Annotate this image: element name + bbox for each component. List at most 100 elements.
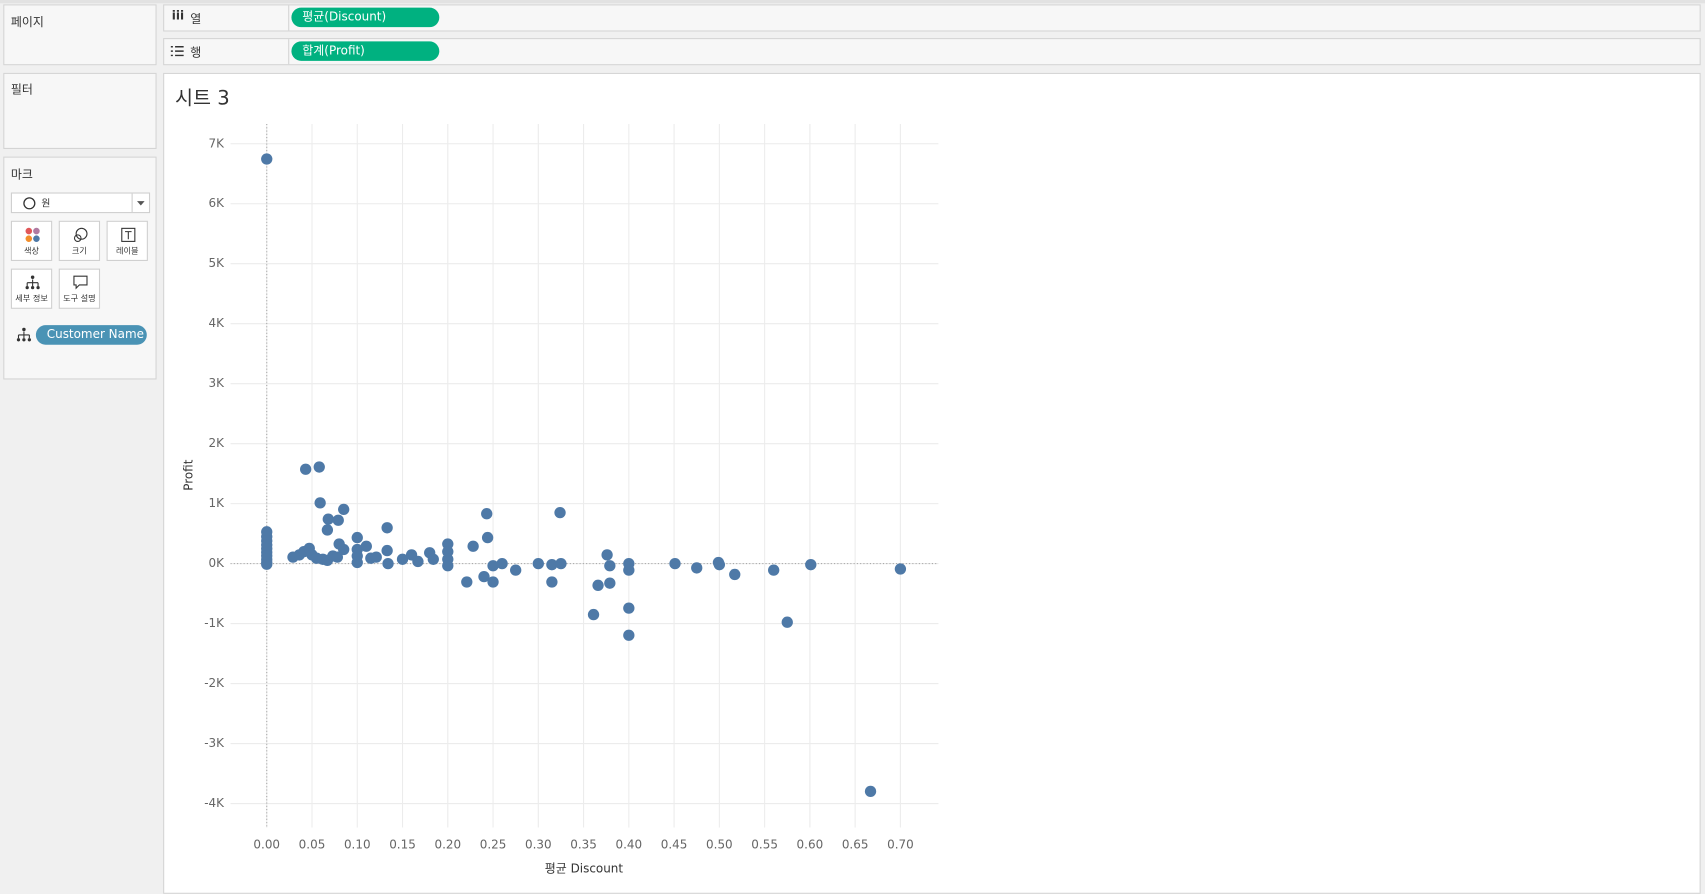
button-label: 색상 xyxy=(24,245,40,256)
x-tick-label: 0.20 xyxy=(434,837,461,851)
y-tick-label: -4K xyxy=(204,796,225,810)
size-button[interactable]: 크기 xyxy=(58,220,101,261)
point xyxy=(587,608,600,621)
point xyxy=(322,513,334,525)
y-tick-label: -1K xyxy=(204,616,225,630)
point xyxy=(623,564,635,576)
point xyxy=(546,576,558,588)
x-axis-label: 평균 Discount xyxy=(545,861,624,875)
x-tick-label: 0.15 xyxy=(389,837,416,851)
point xyxy=(864,785,877,798)
point xyxy=(623,602,635,614)
x-tick-label: 0.00 xyxy=(253,837,280,851)
rows-icon xyxy=(170,46,184,57)
point xyxy=(768,564,780,576)
y-tick-label: 6K xyxy=(209,196,226,210)
point xyxy=(805,559,817,571)
point xyxy=(351,531,363,544)
columns-shelf: iii 열 평균(Discount) xyxy=(163,4,1701,32)
x-tick-label: 0.40 xyxy=(616,837,643,851)
y-tick-label: -3K xyxy=(204,736,225,750)
point xyxy=(396,553,409,565)
marks-label: 마크 xyxy=(10,167,33,182)
point xyxy=(314,497,326,509)
point xyxy=(487,576,499,588)
point xyxy=(442,560,454,572)
y-tick-label: 4K xyxy=(209,316,226,330)
point xyxy=(461,576,473,588)
x-tick-label: 0.10 xyxy=(344,837,371,851)
point xyxy=(496,557,508,570)
x-tick-label: 0.45 xyxy=(661,837,688,851)
columns-icon: iii xyxy=(171,8,185,23)
tooltip-button[interactable]: 도구 설명 xyxy=(58,268,101,309)
point xyxy=(381,544,393,557)
x-tick-label: 0.65 xyxy=(842,837,869,851)
point xyxy=(338,543,350,556)
point xyxy=(532,557,544,570)
rows-shelf: 행 합계(Profit) xyxy=(163,38,1701,66)
point xyxy=(554,506,566,519)
point xyxy=(713,559,726,571)
detail-icon xyxy=(16,327,31,342)
y-tick-label: 3K xyxy=(209,376,226,390)
point xyxy=(261,153,273,165)
pages-card: 페이지 xyxy=(3,4,157,66)
filters-label: 필터 xyxy=(10,82,33,97)
x-tick-label: 0.05 xyxy=(299,837,326,851)
point xyxy=(487,560,499,572)
point xyxy=(467,540,479,552)
point xyxy=(300,463,312,475)
point xyxy=(261,558,273,570)
point xyxy=(894,563,907,575)
point xyxy=(360,540,372,552)
circle-icon xyxy=(23,197,36,210)
chart: 시트 3 평균 Discount Profit 7K 6K 5K 4K 3K 2K 1K 0K… xyxy=(163,72,1701,894)
y-tick-label: 0K xyxy=(209,556,226,570)
point xyxy=(546,559,558,571)
point xyxy=(481,531,494,544)
columns-label: 열 xyxy=(190,11,202,27)
rows-pill[interactable]: 합계(Profit) xyxy=(291,41,440,61)
point xyxy=(623,629,635,641)
button-label: 도구 설명 xyxy=(63,293,96,304)
y-tick-label: 5K xyxy=(209,256,226,270)
color-button[interactable]: 색상 xyxy=(10,220,53,261)
point xyxy=(321,524,334,536)
button-label: 세부 정보 xyxy=(15,293,48,304)
point xyxy=(427,553,439,565)
x-tick-label: 0.30 xyxy=(525,837,552,851)
label-button[interactable]: 레이블 xyxy=(106,220,148,261)
point xyxy=(338,503,350,516)
point xyxy=(313,461,325,473)
point xyxy=(781,616,793,628)
point xyxy=(481,508,493,520)
point xyxy=(510,564,522,576)
point xyxy=(370,551,382,563)
y-tick-label: 7K xyxy=(209,136,226,150)
mark-type-dropdown[interactable]: 원 xyxy=(10,192,151,214)
detail-button[interactable]: 세부 정보 xyxy=(10,268,53,309)
dropdown-arrow xyxy=(131,193,149,213)
point xyxy=(604,577,616,589)
x-tick-label: 0.35 xyxy=(570,837,597,851)
x-tick-label: 0.60 xyxy=(797,837,824,851)
point xyxy=(412,555,424,568)
columns-pill[interactable]: 평균(Discount) xyxy=(291,7,440,28)
point xyxy=(555,557,567,570)
top-strip xyxy=(0,0,1705,4)
pages-label: 페이지 xyxy=(10,15,44,30)
button-label: 레이블 xyxy=(115,245,139,256)
x-tick-label: 0.70 xyxy=(887,837,914,851)
point xyxy=(691,562,703,574)
detail-pill[interactable]: Customer Name xyxy=(35,325,147,345)
y-axis-label: Profit xyxy=(182,459,196,490)
point xyxy=(729,568,741,581)
x-tick-label: 0.25 xyxy=(480,837,507,851)
rows-shelf-label: 행 xyxy=(164,39,290,65)
chart-title: 시트 3 xyxy=(175,86,230,109)
point xyxy=(332,514,344,526)
rows-label: 행 xyxy=(190,45,202,60)
point xyxy=(351,556,363,569)
point xyxy=(604,560,616,572)
